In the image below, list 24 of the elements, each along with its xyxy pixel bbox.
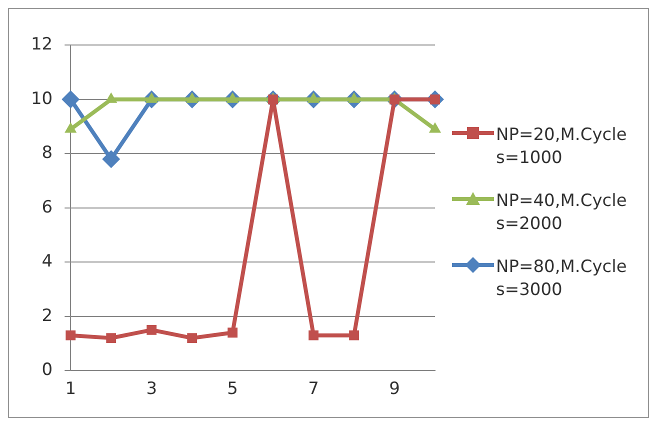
point: [228, 328, 238, 338]
point: [308, 330, 318, 340]
y-tick-label: 4: [42, 252, 53, 272]
y-tick-label: 12: [30, 34, 53, 55]
legend-label: NP=80,M.Cycles=3000: [496, 256, 628, 302]
x-tick-label: 9: [389, 379, 400, 400]
y-tick-label: 10: [30, 88, 53, 109]
point: [66, 330, 76, 340]
y-tick-label: 0: [42, 360, 53, 380]
x-tick-label: 3: [146, 379, 158, 400]
y-tick-label: 8: [42, 143, 53, 164]
legend-label: NP=40,M.Cycles=2000: [496, 190, 628, 236]
x-tick-label: 7: [308, 379, 319, 400]
point: [187, 333, 198, 344]
point: [349, 330, 359, 340]
y-tick-label: 6: [42, 197, 53, 218]
legend-label: NP=20,M.Cycles=1000: [496, 124, 628, 170]
point: [106, 333, 116, 344]
point: [146, 324, 157, 335]
point: [102, 150, 120, 168]
y-tick-label: 2: [42, 306, 53, 326]
x-tick-label: 5: [227, 379, 238, 400]
x-tick-label: 1: [65, 379, 76, 400]
point: [62, 90, 80, 108]
